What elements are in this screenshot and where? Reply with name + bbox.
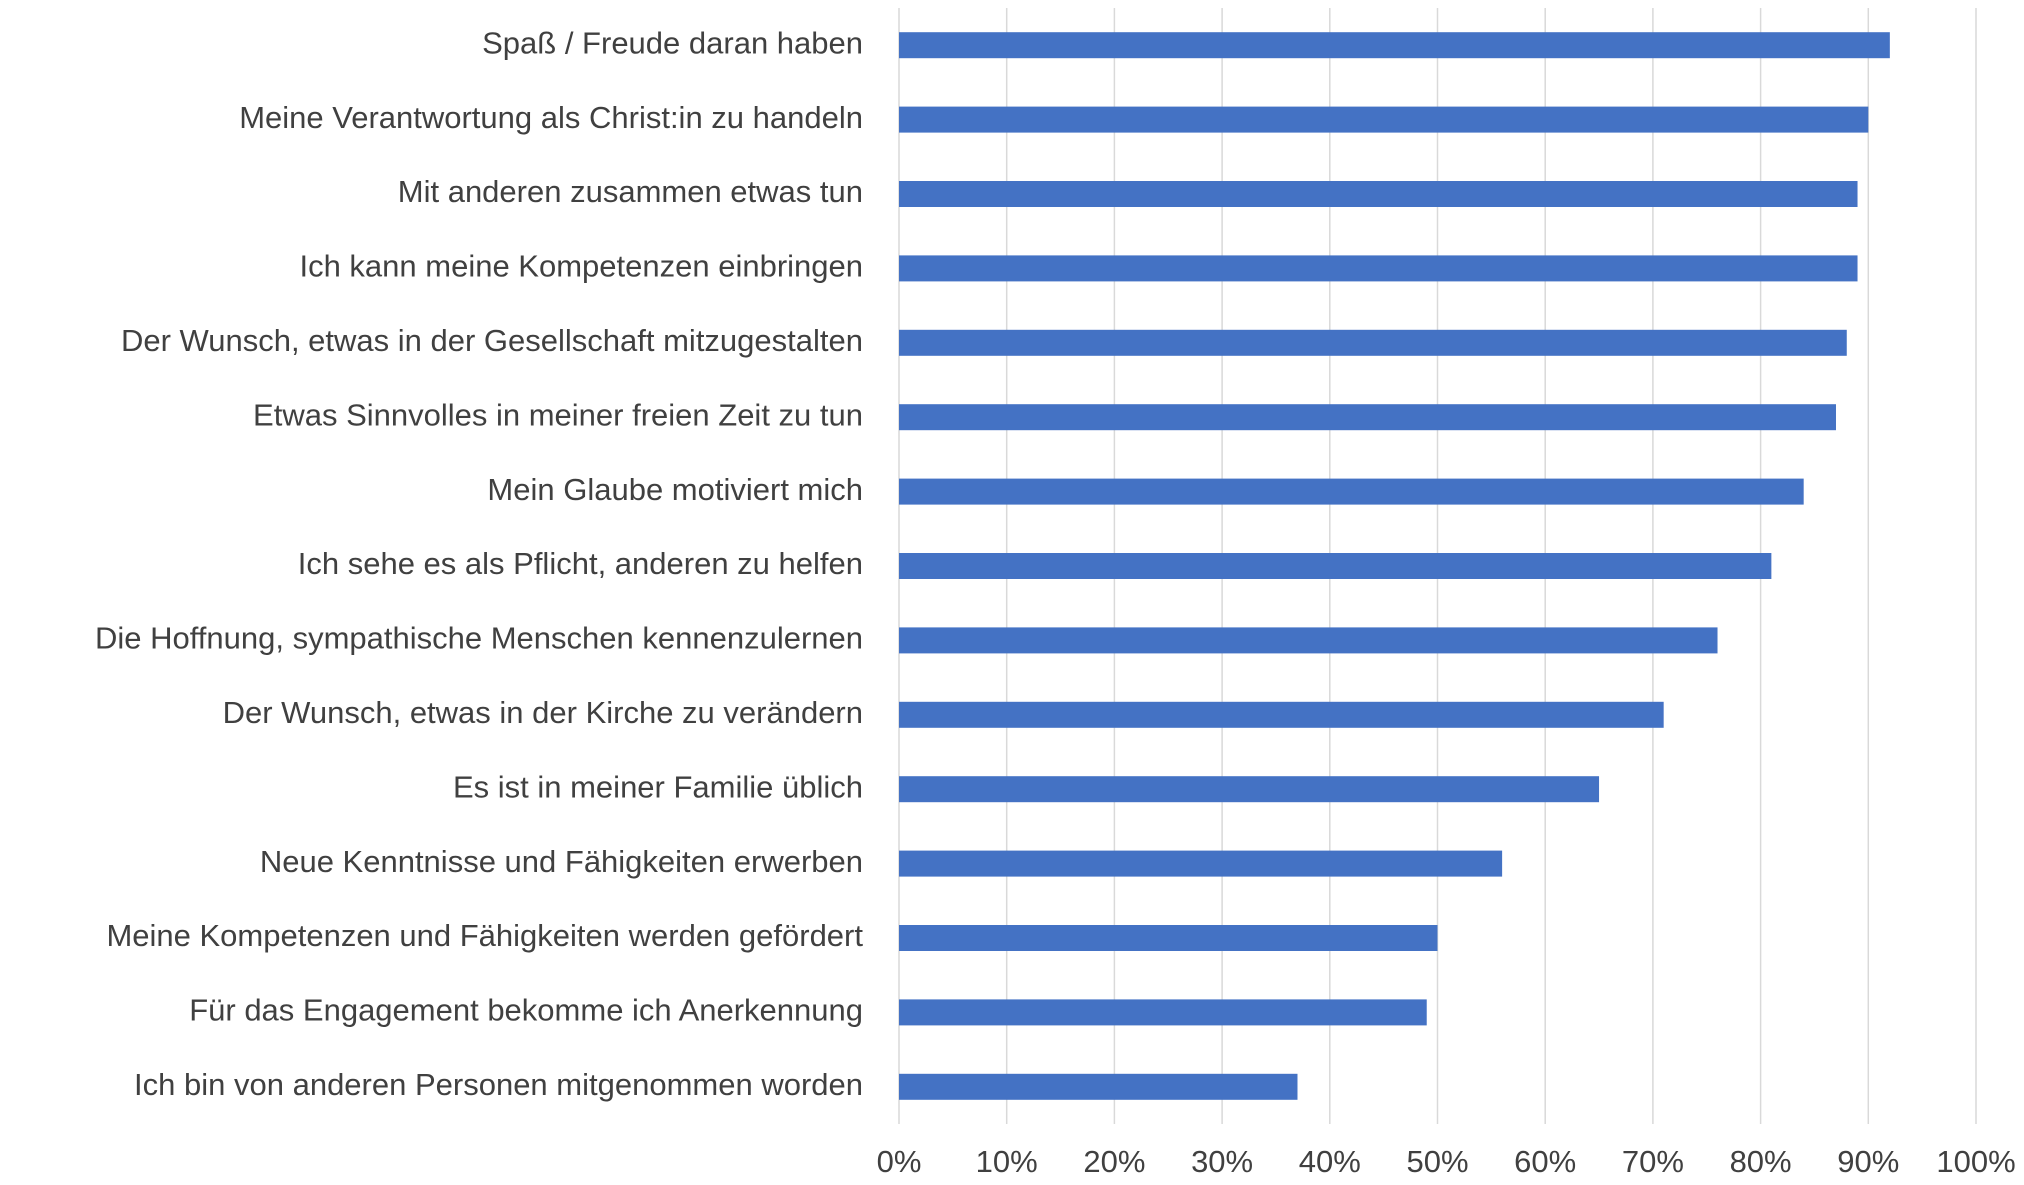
y-tick-label: Neue Kenntnisse und Fähigkeiten erwerben [260,844,863,879]
bar [899,999,1427,1026]
y-tick-label: Mein Glaube motiviert mich [487,472,863,507]
y-tick-label: Spaß / Freude daran haben [482,25,863,60]
bar [899,32,1890,59]
x-tick-label: 10% [976,1144,1038,1179]
bar [899,181,1858,207]
y-tick-label: Ich kann meine Kompetenzen einbringen [299,249,863,284]
y-tick-label: Ich sehe es als Pflicht, anderen zu helf… [298,546,863,581]
y-tick-label: Die Hoffnung, sympathische Menschen kenn… [95,621,863,656]
y-tick-label: Mit anderen zusammen etwas tun [398,174,863,209]
bar [899,850,1503,877]
x-tick-label: 50% [1406,1144,1468,1179]
y-tick-label: Der Wunsch, etwas in der Gesellschaft mi… [121,323,863,358]
x-tick-label: 100% [1936,1144,2015,1179]
x-tick-label: 70% [1622,1144,1684,1179]
x-tick-label: 80% [1730,1144,1792,1179]
x-tick-label: 30% [1191,1144,1253,1179]
x-tick-label: 20% [1083,1144,1145,1179]
bar [899,925,1438,951]
y-tick-label: Für das Engagement bekomme ich Anerkennu… [189,993,863,1028]
y-tick-label: Etwas Sinnvolles in meiner freien Zeit z… [253,397,863,432]
bar [899,701,1664,728]
bar [899,255,1858,282]
y-tick-label: Es ist in meiner Familie üblich [453,769,863,804]
bar [899,106,1869,133]
y-tick-label: Der Wunsch, etwas in der Kirche zu verän… [223,695,863,730]
bar [899,627,1718,654]
x-tick-label: 40% [1299,1144,1361,1179]
x-tick-label: 60% [1514,1144,1576,1179]
bar [899,776,1600,803]
bar [899,329,1847,356]
y-tick-label: Meine Kompetenzen und Fähigkeiten werden… [106,918,863,953]
bar [899,478,1804,505]
bar [899,1073,1298,1100]
bar [899,404,1836,431]
y-tick-label: Meine Verantwortung als Christ:in zu han… [239,100,863,135]
y-tick-label: Ich bin von anderen Personen mitgenommen… [134,1067,863,1102]
x-tick-label: 90% [1837,1144,1899,1179]
x-tick-label: 0% [877,1144,922,1179]
bar [899,553,1772,579]
